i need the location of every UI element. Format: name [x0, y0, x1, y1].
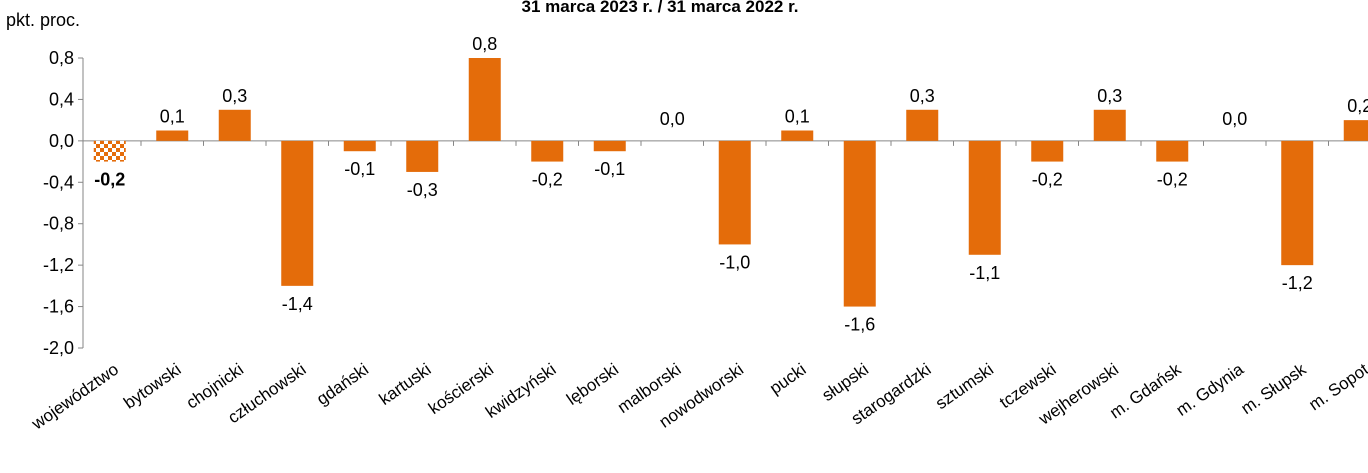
data-label: -0,2	[1032, 170, 1063, 190]
bar	[1156, 140, 1189, 162]
x-tick-label: m. Słupsk	[1238, 359, 1310, 418]
bar	[1343, 120, 1368, 141]
bar	[593, 140, 626, 152]
data-label: 0,1	[160, 107, 185, 127]
data-label: -1,1	[969, 263, 1000, 283]
data-label: 0,0	[660, 109, 685, 129]
data-label: 0,3	[1097, 86, 1122, 106]
bar	[968, 140, 1001, 255]
bar	[218, 109, 251, 141]
bar	[906, 109, 939, 141]
bar	[843, 140, 876, 307]
x-tick-label: województwo	[28, 360, 123, 434]
data-label: 0,3	[222, 86, 247, 106]
bar	[406, 140, 439, 172]
x-tick-label: bytowski	[120, 360, 184, 413]
data-label: -0,2	[532, 170, 563, 190]
data-label: -1,4	[282, 294, 313, 314]
x-tick-label: sztumski	[932, 360, 997, 413]
data-label: -0,2	[1157, 170, 1188, 190]
x-tick-label: gdański	[313, 360, 372, 409]
x-tick-label: kwidzyński	[482, 360, 559, 422]
x-tick-label: pucki	[766, 360, 809, 398]
data-label: 0,0	[1222, 109, 1247, 129]
x-tick-label: m. Gdańsk	[1106, 359, 1185, 422]
bar	[718, 140, 751, 245]
y-tick-label: 0,8	[49, 48, 74, 68]
data-label: -1,2	[1282, 273, 1313, 293]
y-tick-label: -2,0	[43, 338, 74, 358]
data-label: -0,2	[94, 170, 125, 190]
data-label: 0,2	[1347, 96, 1368, 116]
data-label: -1,0	[719, 252, 750, 272]
bar	[781, 130, 814, 141]
bar	[343, 140, 376, 152]
y-tick-label: -1,2	[43, 255, 74, 275]
chart-title: 31 marca 2023 r. / 31 marca 2022 r.	[522, 0, 799, 16]
data-label: -0,1	[344, 159, 375, 179]
y-tick-label: 0,4	[49, 89, 74, 109]
x-tick-label: m. Gdynia	[1173, 359, 1248, 419]
y-tick-label: -0,4	[43, 172, 74, 192]
data-label: -0,1	[594, 159, 625, 179]
bar	[1093, 109, 1126, 141]
data-label: 0,3	[910, 86, 935, 106]
x-tick-label: m. Sopot	[1305, 360, 1368, 415]
data-label: -0,3	[407, 180, 438, 200]
bar	[531, 140, 564, 162]
data-label: 0,8	[472, 34, 497, 54]
data-label: -1,6	[844, 315, 875, 335]
data-label: 0,1	[785, 107, 810, 127]
bar	[156, 130, 189, 141]
bar	[468, 58, 501, 141]
bar	[1281, 140, 1314, 266]
bar	[93, 140, 126, 162]
x-tick-label: słupski	[819, 360, 872, 405]
bar	[281, 140, 314, 286]
y-tick-label: -1,6	[43, 297, 74, 317]
y-axis-label: pkt. proc.	[6, 10, 80, 30]
bar	[1031, 140, 1064, 162]
y-tick-label: 0,0	[49, 131, 74, 151]
y-tick-label: -0,8	[43, 214, 74, 234]
